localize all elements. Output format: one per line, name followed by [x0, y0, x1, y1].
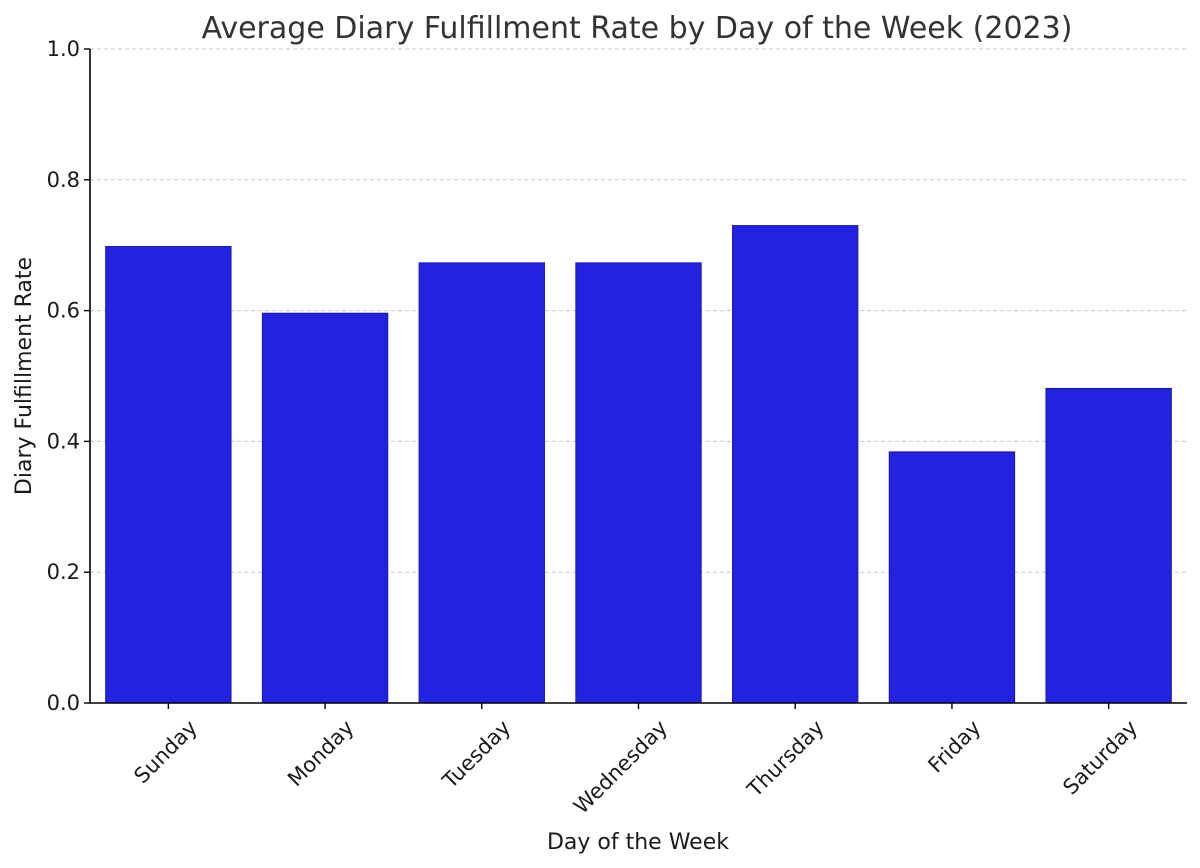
- x-tick-label-tuesday: Tuesday: [437, 716, 515, 794]
- bar-friday: [888, 451, 1016, 704]
- y-tick-label: 0.8: [47, 168, 80, 192]
- bar-tuesday: [418, 262, 545, 704]
- x-tick-label-saturday: Saturday: [1058, 716, 1142, 800]
- y-tick-label: 1.0: [47, 37, 80, 61]
- x-tick-label-monday: Monday: [283, 716, 359, 792]
- y-ticks: 0.0 0.2 0.4 0.6 0.8 1.0: [47, 37, 90, 715]
- y-tick-label: 0.2: [47, 560, 80, 584]
- bar-wednesday: [575, 262, 702, 704]
- x-tick-label-wednesday: Wednesday: [569, 716, 672, 819]
- y-tick-label: 0.0: [47, 691, 80, 715]
- x-axis-label: Day of the Week: [547, 830, 729, 855]
- bar-saturday: [1045, 387, 1172, 704]
- y-tick-label: 0.6: [47, 299, 80, 323]
- bars: [105, 225, 1172, 704]
- bar-monday: [261, 312, 389, 704]
- y-axis-label: Diary Fulfillment Rate: [12, 257, 37, 495]
- bar-thursday: [732, 225, 859, 704]
- x-tick-label-thursday: Thursday: [742, 716, 829, 803]
- x-tick-label-sunday: Sunday: [129, 716, 202, 789]
- x-ticks: Sunday Monday Tuesday Wednesday Thursday Frid…: [129, 703, 1142, 819]
- x-tick-label-friday: Friday: [923, 716, 985, 778]
- bar-sunday: [105, 246, 232, 704]
- chart-title: Average Diary Fulfillment Rate by Day of…: [202, 11, 1073, 46]
- y-tick-label: 0.4: [47, 429, 80, 453]
